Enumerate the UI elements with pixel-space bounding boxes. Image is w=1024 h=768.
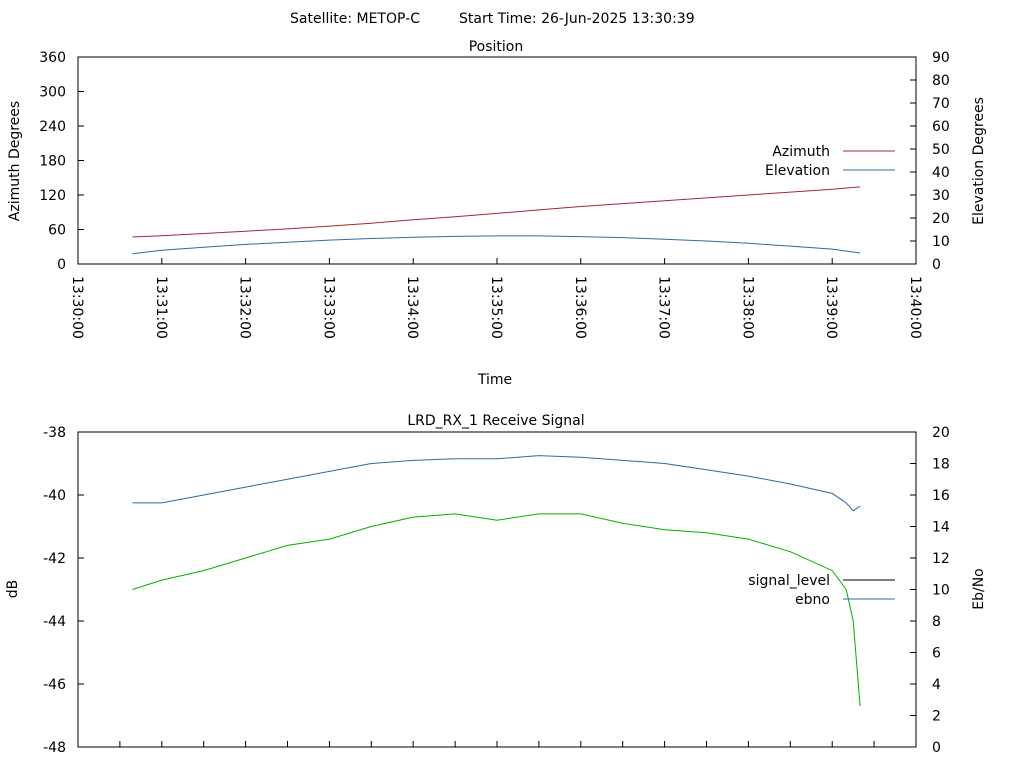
x-tick-label: 13:35:00 [488,276,504,339]
y2-tick-label: 14 [932,520,950,536]
y2-tick-label: 2 [932,709,941,725]
position-ylabel: Azimuth Degrees [7,101,23,221]
signal-y-axis: -38 -40 -42 -44 -46 -48 [43,425,84,756]
x-tick-label: 13:32:00 [237,276,253,339]
legend-label-signal-level: signal_level [748,573,830,589]
position-y2-axis: 0 10 20 30 40 50 60 70 80 90 [910,50,950,273]
y2-tick-label: 4 [932,677,941,693]
x-tick-label: 13:39:00 [823,276,839,339]
legend-label-elevation: Elevation [765,163,830,179]
signal-plot-frame [77,431,917,748]
position-x-axis: 13:30:00 13:31:00 13:32:00 13:33:00 13:34:00… [69,258,923,339]
y2-tick-label: 30 [932,188,950,204]
y2-tick-label: 18 [932,457,950,473]
x-tick-label: 13:36:00 [572,276,588,339]
y2-tick-label: 16 [932,488,950,504]
y-tick-label: 300 [39,85,66,101]
position-y-axis: 0 60 120 180 240 300 360 [39,50,84,273]
signal-y2-axis: 0 2 4 6 8 10 12 14 16 18 20 [910,425,950,756]
y-tick-label: 0 [57,257,66,273]
position-plot-frame [77,56,917,265]
signal-legend: signal_level ebno [748,573,895,608]
y-tick-label: 240 [39,119,66,135]
legend-label-ebno: ebno [795,592,830,608]
series-line-elevation [132,235,861,255]
series-line-azimuth [132,186,861,238]
signal-chart: LRD_RX_1 Receive Signal dB Eb/No -38-40-… [5,413,987,756]
y2-tick-label: 12 [932,551,950,567]
position-chart: Position Azimuth Degrees Elevation Degre… [7,39,987,388]
y2-tick-label: 20 [932,211,950,227]
y-tick-label: -42 [43,551,66,567]
signal-title: LRD_RX_1 Receive Signal [407,413,584,429]
y2-tick-label: 70 [932,96,950,112]
x-tick-label: 13:37:00 [656,276,672,339]
signal-ylabel: dB [5,580,21,599]
y-tick-label: 360 [39,50,66,66]
position-y2label: Elevation Degrees [971,97,987,225]
y2-tick-label: 40 [932,165,950,181]
y2-tick-label: 90 [932,50,950,66]
signal-y2label: Eb/No [971,568,987,610]
y2-tick-label: 10 [932,234,950,250]
series-line-signal-level [132,513,861,707]
x-tick-label: 13:30:00 [69,276,85,339]
y-tick-label: -48 [43,740,66,756]
y2-tick-label: 10 [932,583,950,599]
x-tick-label: 13:34:00 [404,276,420,339]
y2-tick-label: 0 [932,740,941,756]
y2-tick-label: 20 [932,425,950,441]
y-tick-label: -44 [43,614,66,630]
y2-tick-label: 60 [932,119,950,135]
x-tick-label: 13:31:00 [153,276,169,339]
header-satellite: Satellite: METOP-C [290,11,420,27]
position-title: Position [469,39,524,55]
header-start-time: Start Time: 26-Jun-2025 13:30:39 [459,11,695,27]
y-tick-label: -40 [43,488,66,504]
y-tick-label: 60 [48,223,66,239]
y2-tick-label: 8 [932,614,941,630]
x-tick-label: 13:40:00 [907,276,923,339]
y2-tick-label: 80 [932,73,950,89]
y2-tick-label: 50 [932,142,950,158]
legend-label-azimuth: Azimuth [772,144,830,160]
position-legend: Azimuth Elevation [765,144,895,179]
y-tick-label: 120 [39,188,66,204]
signal-x-axis [77,741,917,747]
y-tick-label: -46 [43,677,66,693]
y-tick-label: 180 [39,154,66,170]
position-xlabel: Time [477,372,512,388]
y2-tick-label: 0 [932,257,941,273]
y-tick-label: -38 [43,425,66,441]
x-tick-label: 13:38:00 [739,276,755,339]
x-tick-label: 13:33:00 [320,276,336,339]
y2-tick-label: 6 [932,646,941,662]
series-line-ebno [132,455,861,512]
